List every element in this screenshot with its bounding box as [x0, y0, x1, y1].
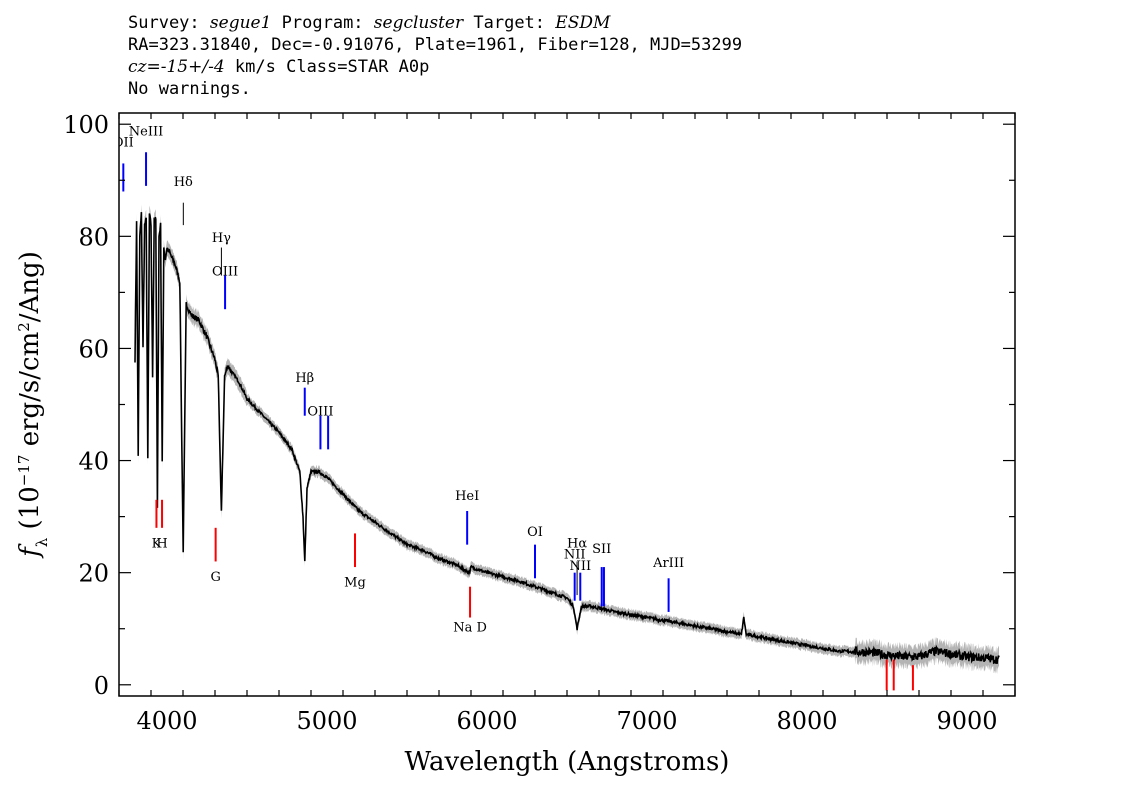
- line-marker-label: NII: [564, 548, 586, 563]
- line-marker-label: SII: [592, 542, 611, 557]
- x-axis-title: Wavelength (Angstroms): [405, 747, 730, 777]
- line-marker-label: Mg: [344, 576, 366, 591]
- line-marker-label: HeI: [455, 489, 479, 504]
- header-line-2: RA=323.31840, Dec=-0.91076, Plate=1961, …: [128, 35, 743, 55]
- y-tick-label: 60: [78, 335, 109, 363]
- x-tick-label: 5000: [296, 707, 357, 735]
- y-tick-label: 40: [78, 448, 109, 476]
- line-marker-label: H: [156, 536, 167, 551]
- line-marker-label: Hγ: [212, 231, 231, 246]
- header-line-1: Survey: segue1 Program: segcluster Targe…: [128, 12, 742, 34]
- line-marker-label: K: [152, 536, 162, 551]
- y-tick-label: 80: [78, 223, 109, 251]
- spectrum-line: [134, 212, 1000, 665]
- x-tick-label: 7000: [616, 707, 677, 735]
- line-marker-label: NII: [569, 559, 591, 574]
- x-tick-label: 9000: [936, 707, 997, 735]
- line-marker-label: OI: [527, 525, 543, 540]
- x-tick-label: 6000: [456, 707, 517, 735]
- program-value: segcluster: [373, 13, 464, 33]
- header-line-4: No warnings.: [128, 79, 251, 99]
- redshift-value: cz=-15+/-4: [128, 57, 225, 77]
- survey-label: Survey:: [128, 13, 200, 33]
- line-marker-label: ArIII: [652, 556, 684, 571]
- y-axis: 0 20 40 60 80 100: [63, 111, 1015, 700]
- line-marker-label: Hα: [567, 536, 587, 551]
- y-tick-label: 20: [78, 560, 109, 588]
- line-marker-label: OIII: [307, 405, 333, 420]
- line-marker-label: NeIII: [129, 124, 163, 139]
- redshift-units: km/s: [234, 57, 276, 77]
- line-marker-label: OIII: [212, 265, 238, 280]
- spectrum-header: Survey: segue1 Program: segcluster Targe…: [128, 12, 742, 100]
- target-value: ESDM: [555, 13, 611, 33]
- survey-value: segue1: [209, 13, 272, 33]
- y-tick-label: 0: [94, 672, 109, 700]
- line-marker-label: Hβ: [295, 371, 314, 386]
- line-marker-label: G: [210, 570, 220, 585]
- flux-error-band: [135, 204, 999, 674]
- header-line-3: cz=-15+/-4 km/s Class=STAR A0p: [128, 56, 742, 78]
- program-label: Program:: [281, 13, 364, 33]
- x-axis: 4000 5000 6000 7000 8000 9000: [118, 113, 1016, 735]
- line-marker-label: OII: [113, 136, 134, 151]
- line-marker-label: Hδ: [174, 175, 193, 190]
- x-tick-label: 4000: [136, 707, 197, 735]
- class-value: Class=STAR A0p: [286, 57, 430, 77]
- y-tick-label: 100: [63, 111, 109, 139]
- x-tick-label: 8000: [776, 707, 837, 735]
- y-axis-title: fλ (10−17 erg/s/cm2/Ang): [15, 251, 51, 559]
- target-label: Target:: [473, 13, 546, 33]
- line-marker-label: Na D: [453, 621, 487, 636]
